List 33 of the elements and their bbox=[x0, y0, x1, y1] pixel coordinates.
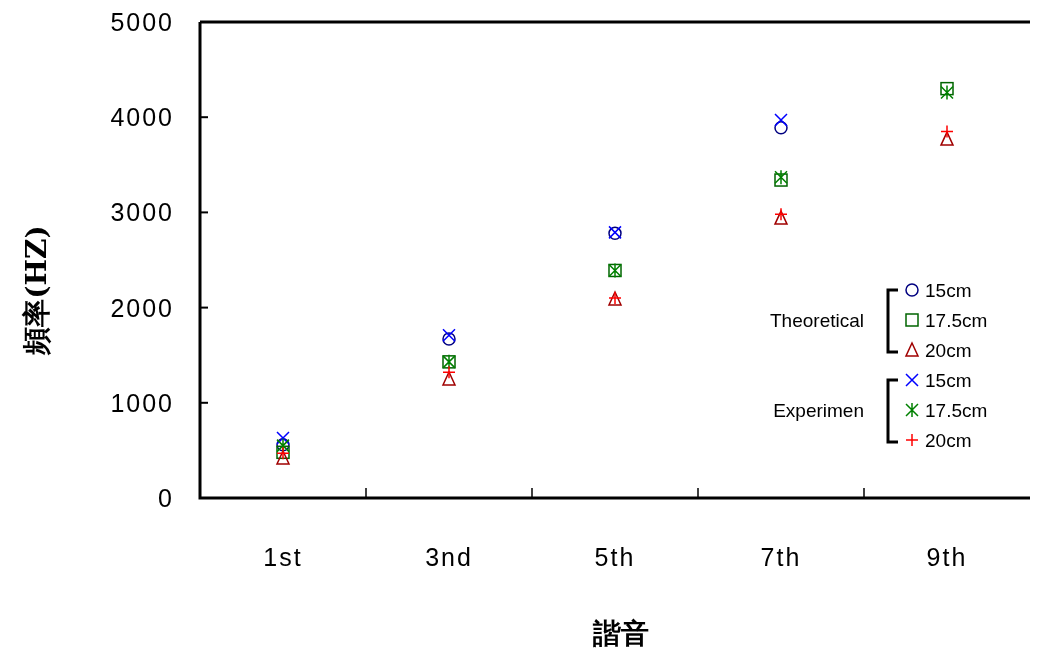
annotation: Theoretical bbox=[770, 310, 864, 331]
x-tick-label: 9th bbox=[926, 543, 968, 571]
annotation: Experimen bbox=[773, 400, 864, 421]
point bbox=[774, 169, 788, 185]
point bbox=[940, 124, 954, 139]
legend-label: 20cm bbox=[925, 340, 972, 361]
x-tick-label: 1st bbox=[263, 543, 303, 571]
y-tick-label: 4000 bbox=[110, 103, 174, 132]
y-tick-label: 2000 bbox=[110, 293, 174, 322]
y-tick-label: 3000 bbox=[110, 198, 174, 227]
legend-label: 17.5cm bbox=[925, 310, 988, 331]
x-axis-title: 諧音 bbox=[592, 617, 649, 650]
y-tick-label: 5000 bbox=[110, 8, 174, 36]
x-tick-label: 5th bbox=[594, 543, 636, 571]
point bbox=[774, 173, 788, 187]
y-tick-label: 1000 bbox=[110, 388, 174, 417]
point bbox=[442, 332, 456, 346]
point bbox=[940, 81, 954, 96]
legend-label: 15cm bbox=[925, 280, 972, 301]
point bbox=[940, 131, 954, 146]
point bbox=[940, 84, 954, 101]
legend-label: 15cm bbox=[925, 370, 972, 391]
point bbox=[442, 328, 456, 342]
point bbox=[442, 371, 456, 386]
point bbox=[442, 365, 456, 380]
legend-label: 20cm bbox=[925, 430, 972, 451]
legend-label: 17.5cm bbox=[925, 400, 988, 421]
x-tick-label: 3nd bbox=[425, 543, 473, 571]
point bbox=[276, 450, 290, 465]
point bbox=[774, 113, 788, 127]
x-tick-label: 7th bbox=[760, 543, 802, 571]
y-axis-title: 頻率(HZ) bbox=[20, 225, 53, 356]
y-tick-label: 0 bbox=[158, 484, 174, 512]
